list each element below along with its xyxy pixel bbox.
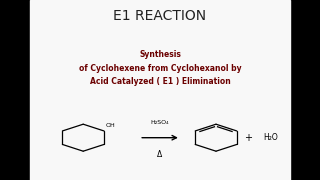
Text: OH: OH bbox=[106, 123, 115, 128]
Text: +: + bbox=[244, 133, 252, 143]
Text: Δ: Δ bbox=[157, 150, 163, 159]
Text: H₂SO₄: H₂SO₄ bbox=[151, 120, 169, 125]
Text: E1 REACTION: E1 REACTION bbox=[113, 9, 207, 23]
Text: Synthesis
of Cyclohexene from Cyclohexanol by
Acid Catalyzed ( E1 ) Elimination: Synthesis of Cyclohexene from Cyclohexan… bbox=[79, 50, 241, 86]
Bar bbox=[30, 0, 290, 180]
Text: H₂O: H₂O bbox=[263, 133, 278, 142]
